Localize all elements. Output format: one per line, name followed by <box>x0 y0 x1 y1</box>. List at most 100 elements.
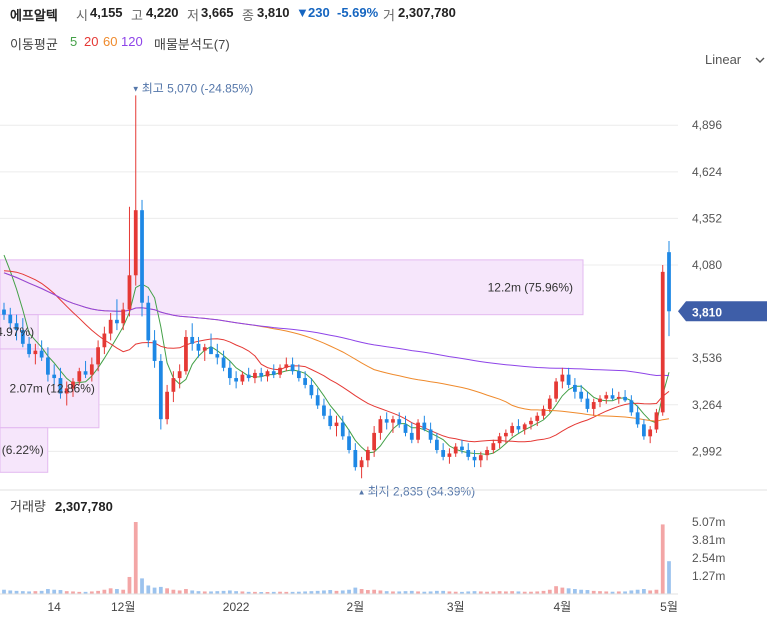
candle-body <box>39 350 44 358</box>
ma5-label[interactable]: 5 <box>70 34 78 49</box>
candle-body <box>234 378 239 382</box>
volume-bar <box>290 591 295 594</box>
candle-body <box>667 252 671 312</box>
volume-bar <box>77 591 82 594</box>
volume-bar <box>315 590 320 594</box>
candle-body <box>2 309 6 315</box>
x-tick-label: 2월 <box>346 600 364 614</box>
volume-profile-label: 2.07m (12.86%) <box>10 381 95 395</box>
volume-bar <box>89 591 94 594</box>
ma120-label[interactable]: 120 <box>121 34 143 49</box>
candle-body <box>541 408 546 416</box>
volume-bar <box>372 589 377 594</box>
current-price-tag <box>678 301 767 322</box>
volume-bar <box>303 591 308 594</box>
candle-body <box>623 396 627 401</box>
candle-body <box>127 275 132 310</box>
candle-body <box>221 357 226 368</box>
volume-bar <box>347 589 351 594</box>
x-tick-label: 5월 <box>660 600 678 614</box>
ma20-label[interactable]: 20 <box>84 34 99 49</box>
candle-body <box>83 371 88 375</box>
candle-body <box>460 446 464 451</box>
candle-body <box>328 415 333 427</box>
candle-body <box>284 364 289 368</box>
candle-body <box>184 336 188 372</box>
candle-body <box>422 422 427 430</box>
candle-body <box>598 398 602 403</box>
low-annotation: 최저 2,835 (34.39%) <box>368 484 475 498</box>
candle-body <box>547 398 552 409</box>
volume-bar <box>278 591 282 594</box>
volume-bar <box>133 522 138 594</box>
volume-profile-bar <box>0 259 584 316</box>
volume-bar <box>667 561 671 594</box>
volume-bar <box>478 591 483 594</box>
volume-bar <box>52 589 57 594</box>
volume-bar <box>547 589 552 594</box>
candle-body <box>146 302 151 341</box>
volume-profile-toggle[interactable]: 매물분석도(7) <box>154 37 230 52</box>
ma60-label[interactable]: 60 <box>103 34 118 49</box>
volume-bar <box>365 590 370 594</box>
candle-body <box>504 432 508 437</box>
volume-bar <box>491 591 496 594</box>
volume-bar <box>39 590 44 594</box>
candle-body <box>246 374 251 379</box>
candle-body <box>322 405 326 416</box>
candle-body <box>253 372 257 379</box>
candle-body <box>573 384 577 392</box>
candle-body <box>177 371 182 379</box>
ma120-line <box>3 272 670 377</box>
volume-bar <box>409 590 414 594</box>
x-tick-label: 3월 <box>447 600 465 614</box>
volume-bar <box>384 591 389 594</box>
volume-tick-label: 5.07m <box>692 515 725 529</box>
candle-body <box>378 419 383 433</box>
volume-bar <box>221 590 226 594</box>
volume-profile-label: 12.2m (75.96%) <box>488 280 573 294</box>
volume-bar <box>610 591 615 594</box>
y-tick-label: 4,080 <box>692 258 722 272</box>
scale-dropdown[interactable]: Linear <box>700 50 766 70</box>
candle-body <box>497 436 502 444</box>
volume-bar <box>33 591 38 594</box>
volume-bar <box>246 591 251 594</box>
candle-body <box>648 429 653 437</box>
candle-body <box>391 419 395 423</box>
volume-panel-value: 2,307,780 <box>55 499 113 514</box>
candle-body <box>447 453 452 457</box>
candle-body <box>535 415 540 421</box>
ma20-line <box>3 270 670 443</box>
volume-label: 거 <box>383 8 395 23</box>
x-tick-label: 12월 <box>111 600 135 614</box>
volume-profile-bar <box>0 314 39 350</box>
volume-bar <box>648 590 653 594</box>
volume-bar <box>635 589 640 594</box>
candle-body <box>585 398 590 409</box>
volume-bar <box>428 591 433 594</box>
volume-bar <box>504 591 508 594</box>
volume-bar <box>140 578 144 594</box>
volume-bar <box>2 589 6 594</box>
stock-summary-bar: 에프알텍 시 4,155 고 4,220 저 3,665 종 3,810 ▼ 2… <box>0 0 767 26</box>
volume-bar <box>391 591 395 594</box>
candle-body <box>384 419 389 423</box>
candle-body <box>96 347 100 365</box>
candle-body <box>428 429 433 440</box>
candle-body <box>309 384 314 396</box>
volume-bar <box>152 587 157 594</box>
candle-body <box>397 419 402 425</box>
volume-bar <box>510 591 515 594</box>
volume-bar <box>654 589 659 594</box>
moving-average-legend: 이동평균 5 20 60 120 매물분석도(7) <box>0 30 600 52</box>
volume-bar <box>441 590 446 594</box>
candle-body <box>353 450 358 468</box>
ma5-line <box>3 254 670 456</box>
stock-name: 에프알텍 <box>10 8 58 23</box>
volume-bar <box>591 590 596 594</box>
candle-body <box>58 378 63 394</box>
volume-bar <box>660 524 665 594</box>
candle-body <box>510 426 515 433</box>
